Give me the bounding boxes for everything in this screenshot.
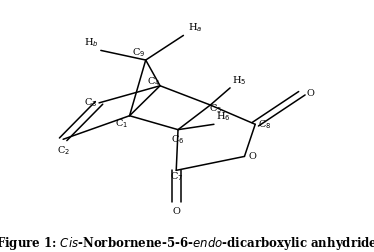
Text: C$_{9}$: C$_{9}$ (132, 46, 146, 59)
Text: O: O (172, 207, 180, 216)
Text: C$_{4}$: C$_{4}$ (147, 76, 160, 88)
Text: C$_{6}$: C$_{6}$ (171, 133, 185, 146)
Text: H$_{a}$: H$_{a}$ (188, 21, 202, 34)
Text: C$_{2}$: C$_{2}$ (56, 145, 70, 158)
Text: C$_{5}$: C$_{5}$ (209, 102, 222, 115)
Text: C$_{7}$: C$_{7}$ (169, 170, 183, 183)
Text: O: O (306, 89, 314, 98)
Text: C$_{1}$: C$_{1}$ (114, 117, 128, 130)
Text: Figure 1: $\mathbf{\it{Cis}}$-Norbornene-5-6-$\mathbf{\it{endo}}$-dicarboxylic a: Figure 1: $\mathbf{\it{Cis}}$-Norbornene… (0, 235, 374, 251)
Text: C$_{8}$: C$_{8}$ (258, 118, 272, 131)
Text: O: O (248, 152, 256, 161)
Text: C$_{3}$: C$_{3}$ (84, 97, 97, 109)
Text: H$_{b}$: H$_{b}$ (85, 37, 99, 49)
Text: H$_{6}$: H$_{6}$ (216, 110, 230, 123)
Text: H$_{5}$: H$_{5}$ (232, 74, 246, 87)
